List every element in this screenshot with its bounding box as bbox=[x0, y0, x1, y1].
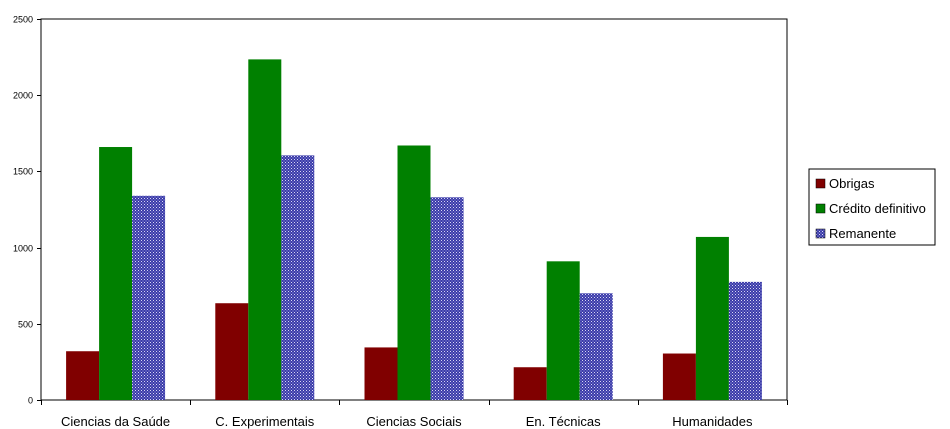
bar-cr-dito-definitivo bbox=[248, 59, 282, 401]
y-tick-label: 1000 bbox=[13, 244, 33, 254]
x-category-label: Ciencias da Saúde bbox=[61, 414, 170, 429]
bar-remanente bbox=[281, 155, 315, 400]
bar-obrigas bbox=[513, 367, 547, 400]
legend-swatch bbox=[815, 203, 826, 214]
bar-obrigas bbox=[66, 351, 100, 400]
bar-remanente bbox=[579, 293, 613, 400]
legend-label: Remanente bbox=[829, 226, 896, 241]
plot-area: 0 500 1000 1500 2000 2500 Ciencias da Saúde C. … bbox=[13, 15, 788, 429]
bar-cr-dito-definitivo bbox=[99, 147, 133, 400]
x-category-label: Ciencias Sociais bbox=[366, 414, 462, 429]
bar-cr-dito-definitivo bbox=[546, 261, 580, 400]
legend: Obrigas Crédito definitivo Remanente bbox=[808, 168, 936, 246]
bar-obrigas bbox=[215, 303, 249, 400]
y-tick-label: 2000 bbox=[13, 91, 33, 101]
legend-swatch bbox=[815, 228, 826, 239]
legend-swatch bbox=[815, 178, 826, 189]
y-tick-label: 500 bbox=[18, 320, 33, 330]
y-tick-label: 1500 bbox=[13, 167, 33, 177]
legend-label: Crédito definitivo bbox=[829, 201, 926, 216]
x-category-label: C. Experimentais bbox=[215, 414, 314, 429]
legend-box bbox=[808, 168, 936, 246]
bar-remanente bbox=[430, 197, 464, 400]
bar-obrigas bbox=[662, 353, 696, 400]
bar-cr-dito-definitivo bbox=[695, 236, 729, 400]
bar-remanente bbox=[132, 195, 166, 400]
bar-obrigas bbox=[364, 347, 398, 400]
x-category-label: En. Técnicas bbox=[526, 414, 601, 429]
bar-cr-dito-definitivo bbox=[397, 145, 431, 400]
legend-label: Obrigas bbox=[829, 176, 875, 191]
y-tick-label: 2500 bbox=[13, 15, 33, 25]
y-tick-label: 0 bbox=[28, 396, 33, 406]
x-category-label: Humanidades bbox=[672, 414, 753, 429]
bar-remanente bbox=[728, 281, 762, 400]
